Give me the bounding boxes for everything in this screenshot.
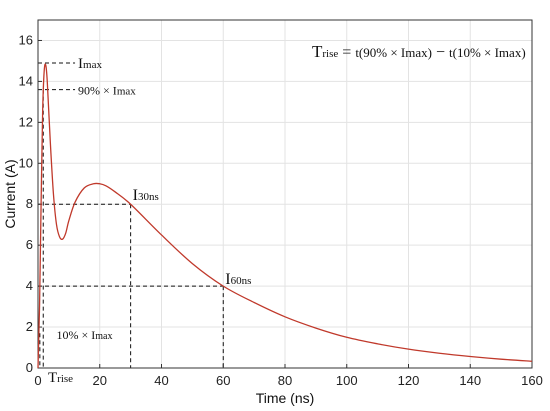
y-tick-label: 4 <box>26 278 33 293</box>
x-tick-label: 100 <box>336 373 358 388</box>
x-tick-label: 140 <box>459 373 481 388</box>
trise-label: Trise <box>48 370 73 386</box>
x-tick-label: 0 <box>34 373 41 388</box>
i30-label: I30ns <box>133 187 159 204</box>
x-tick-label: 160 <box>521 373 543 388</box>
formula-text: Trise = t(90% × Imax) − t(10% × Imax) <box>312 42 526 61</box>
x-tick-label: 40 <box>154 373 168 388</box>
y-tick-label: 10 <box>19 155 33 170</box>
imax-label: Imax <box>78 56 102 72</box>
x-tick-label: 60 <box>216 373 230 388</box>
x-tick-label: 20 <box>93 373 107 388</box>
grid <box>37 20 533 369</box>
i90-label: 90% × Imax <box>78 84 136 98</box>
y-tick-label: 14 <box>19 73 33 88</box>
y-tick-label: 6 <box>26 237 33 252</box>
y-tick-label: 2 <box>26 319 33 334</box>
x-tick-label: 120 <box>398 373 420 388</box>
y-axis-title: Current (A) <box>2 159 18 228</box>
i60-label: I60ns <box>225 271 251 288</box>
y-tick-label: 8 <box>26 196 33 211</box>
y-tick-label: 0 <box>26 360 33 375</box>
x-tick-label: 80 <box>278 373 292 388</box>
annotations: Imax 90% × Imax 10% × Imax I30ns I60ns Trise T… <box>48 42 526 386</box>
series-layer <box>37 63 533 369</box>
i10-label: 10% × Imax <box>57 328 113 342</box>
series-line <box>37 63 533 369</box>
reference-lines <box>38 62 224 368</box>
y-tick-label: 16 <box>19 32 33 47</box>
y-tick-label: 12 <box>19 114 33 129</box>
tick-labels: 0 20 40 60 80 100 120 140 160 0 2 4 6 8 10 12 14 16 <box>19 32 543 388</box>
x-axis-title: Time (ns) <box>256 390 315 406</box>
